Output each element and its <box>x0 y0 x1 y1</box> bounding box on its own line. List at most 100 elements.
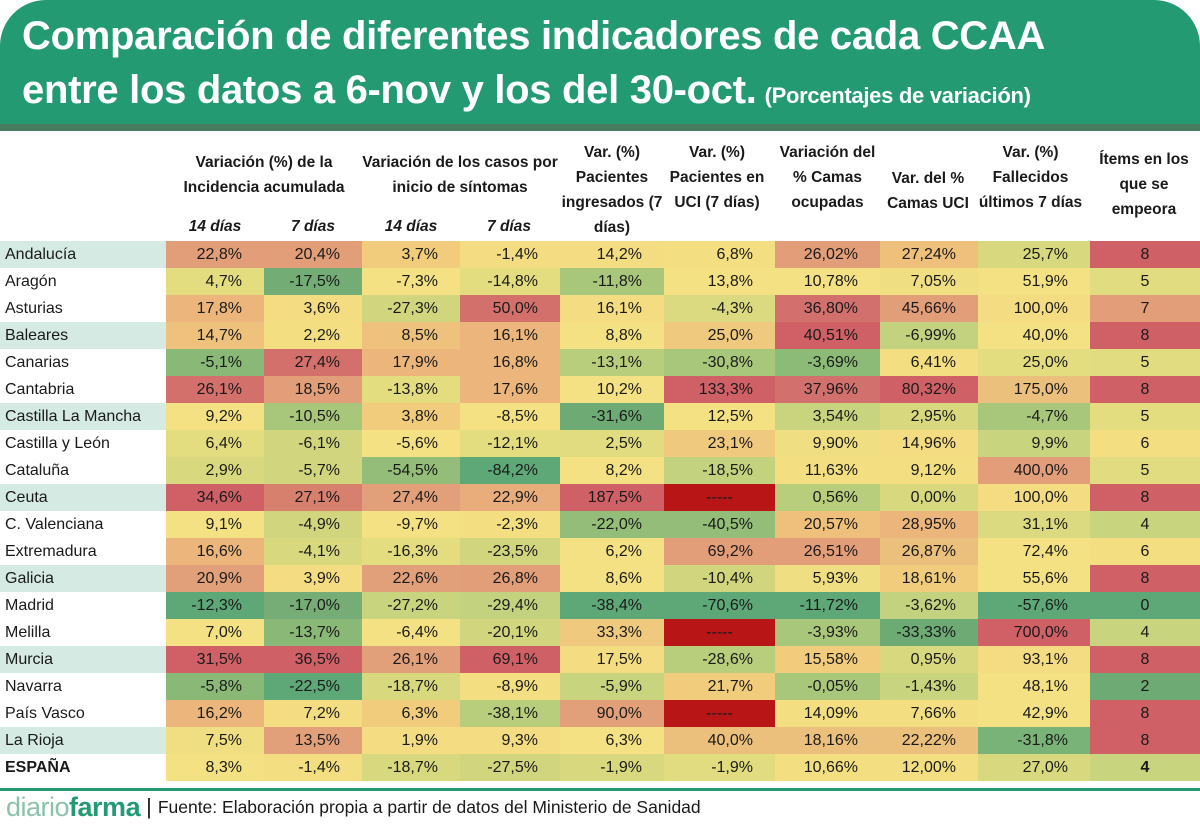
heatmap-cell: -16,3% <box>362 538 460 565</box>
worse-items-cell: 5 <box>1090 349 1200 376</box>
heatmap-cell: -38,4% <box>560 592 664 619</box>
region-label: Navarra <box>5 678 62 695</box>
heatmap-cell: 34,6% <box>166 484 264 511</box>
region-label: Extremadura <box>5 543 97 560</box>
heatmap-cell: 21,7% <box>664 673 775 700</box>
heatmap-cell: 10,66% <box>775 754 880 781</box>
region-label: Canarias <box>5 354 70 371</box>
worse-items-cell: 8 <box>1090 700 1200 727</box>
table-row: ESPAÑA 8,3% -1,4% -18,7% -27,5% -1,9% -1,9% 10,… <box>0 754 1200 781</box>
worse-items-cell: 6 <box>1090 538 1200 565</box>
heatmap-cell: 31,5% <box>166 646 264 673</box>
heatmap-cell: -5,9% <box>560 673 664 700</box>
heatmap-cell: -1,4% <box>460 241 560 268</box>
heatmap-cell: -13,8% <box>362 376 460 403</box>
heatmap-cell: 14,09% <box>775 700 880 727</box>
worse-items-cell: 5 <box>1090 268 1200 295</box>
heatmap-cell: 26,8% <box>460 565 560 592</box>
heatmap-cell: 7,66% <box>880 700 978 727</box>
footer-divider <box>0 788 1200 791</box>
worse-items-cell: 0 <box>1090 592 1200 619</box>
heatmap-cell: -3,93% <box>775 619 880 646</box>
heatmap-cell: -10,4% <box>664 565 775 592</box>
logo-diario: diario <box>6 791 70 822</box>
heatmap-cell: 3,7% <box>362 241 460 268</box>
heatmap-cell: -84,2% <box>460 457 560 484</box>
heatmap-cell: 9,1% <box>166 511 264 538</box>
heatmap-cell: 16,8% <box>460 349 560 376</box>
missing-value-cell: ----- <box>664 700 775 727</box>
region-label: País Vasco <box>5 705 85 722</box>
header-beds: Variación del % Camas ocupadas <box>779 144 876 211</box>
heatmap-cell: -7,3% <box>362 268 460 295</box>
heatmap-cell: 12,00% <box>880 754 978 781</box>
heatmap-cell: 14,7% <box>166 322 264 349</box>
heatmap-cell: 27,4% <box>362 484 460 511</box>
region-label: ESPAÑA <box>5 759 71 776</box>
heatmap-cell: 17,8% <box>166 295 264 322</box>
heatmap-cell: 26,1% <box>166 376 264 403</box>
heatmap-cell: 37,96% <box>775 376 880 403</box>
heatmap-cell: 2,9% <box>166 457 264 484</box>
heatmap-cell: 6,8% <box>664 241 775 268</box>
heatmap-cell: 50,0% <box>460 295 560 322</box>
worse-items-cell: 4 <box>1090 754 1200 781</box>
heatmap-cell: 0,95% <box>880 646 978 673</box>
heatmap-cell: 9,2% <box>166 403 264 430</box>
heatmap-cell: -17,0% <box>264 592 362 619</box>
heatmap-cell: 93,1% <box>978 646 1090 673</box>
heatmap-cell: 45,66% <box>880 295 978 322</box>
heatmap-cell: -8,9% <box>460 673 560 700</box>
heatmap-cell: 13,5% <box>264 727 362 754</box>
heatmap-cell: -29,4% <box>460 592 560 619</box>
header-icu-beds: Var. del % Camas UCI <box>887 170 969 212</box>
heatmap-cell: 2,95% <box>880 403 978 430</box>
heatmap-cell: -6,1% <box>264 430 362 457</box>
heatmap-cell: 18,61% <box>880 565 978 592</box>
heatmap-cell: 33,3% <box>560 619 664 646</box>
heatmap-cell: 26,51% <box>775 538 880 565</box>
heatmap-cell: 6,2% <box>560 538 664 565</box>
heatmap-cell: 3,6% <box>264 295 362 322</box>
chart-subtitle: (Porcentajes de variación) <box>764 83 1031 108</box>
table-row: Navarra -5,8% -22,5% -18,7% -8,9% -5,9% 21,7% -… <box>0 673 1200 700</box>
heatmap-cell: 14,2% <box>560 241 664 268</box>
heatmap-cell: 9,9% <box>978 430 1090 457</box>
heatmap-cell: 175,0% <box>978 376 1090 403</box>
heatmap-cell: 16,1% <box>460 322 560 349</box>
missing-value-cell: ----- <box>664 619 775 646</box>
heatmap-cell: 27,4% <box>264 349 362 376</box>
heatmap-cell: -5,1% <box>166 349 264 376</box>
worse-items-cell: 5 <box>1090 403 1200 430</box>
worse-items-cell: 8 <box>1090 241 1200 268</box>
heatmap-cell: 40,0% <box>664 727 775 754</box>
heatmap-cell: -12,3% <box>166 592 264 619</box>
worse-items-cell: 8 <box>1090 727 1200 754</box>
heatmap-cell: -13,1% <box>560 349 664 376</box>
table-row: Murcia 31,5% 36,5% 26,1% 69,1% 17,5% -28,6% 15,… <box>0 646 1200 673</box>
heatmap-cell: -18,5% <box>664 457 775 484</box>
chart-title-line1: Comparación de diferentes indicadores de… <box>22 14 1046 58</box>
worse-items-cell: 5 <box>1090 457 1200 484</box>
heatmap-cell: -23,5% <box>460 538 560 565</box>
heatmap-cell: 40,0% <box>978 322 1090 349</box>
subheader-cases-7: 7 días <box>487 218 531 235</box>
table-row: País Vasco 16,2% 7,2% 6,3% -38,1% 90,0% ----- 1… <box>0 700 1200 727</box>
heatmap-cell: -12,1% <box>460 430 560 457</box>
heatmap-cell: -6,99% <box>880 322 978 349</box>
region-label: La Rioja <box>0 727 166 754</box>
heatmap-cell: 3,8% <box>362 403 460 430</box>
source-note: Fuente: Elaboración propia a partir de d… <box>157 796 701 817</box>
heatmap-cell: 16,6% <box>166 538 264 565</box>
worse-items-cell: 6 <box>1090 430 1200 457</box>
heatmap-cell: -1,9% <box>560 754 664 781</box>
heatmap-cell: -31,8% <box>978 727 1090 754</box>
heatmap-cell: 69,1% <box>460 646 560 673</box>
heatmap-cell: -2,3% <box>460 511 560 538</box>
heatmap-cell: 7,05% <box>880 268 978 295</box>
heatmap-cell: -3,62% <box>880 592 978 619</box>
table-row: C. Valenciana 9,1% -4,9% -9,7% -2,3% -22,0% -4… <box>0 511 1200 538</box>
heatmap-cell: 6,41% <box>880 349 978 376</box>
heatmap-cell: 20,4% <box>264 241 362 268</box>
table-row: Cantabria 26,1% 18,5% -13,8% 17,6% 10,2% 133,3… <box>0 376 1200 403</box>
